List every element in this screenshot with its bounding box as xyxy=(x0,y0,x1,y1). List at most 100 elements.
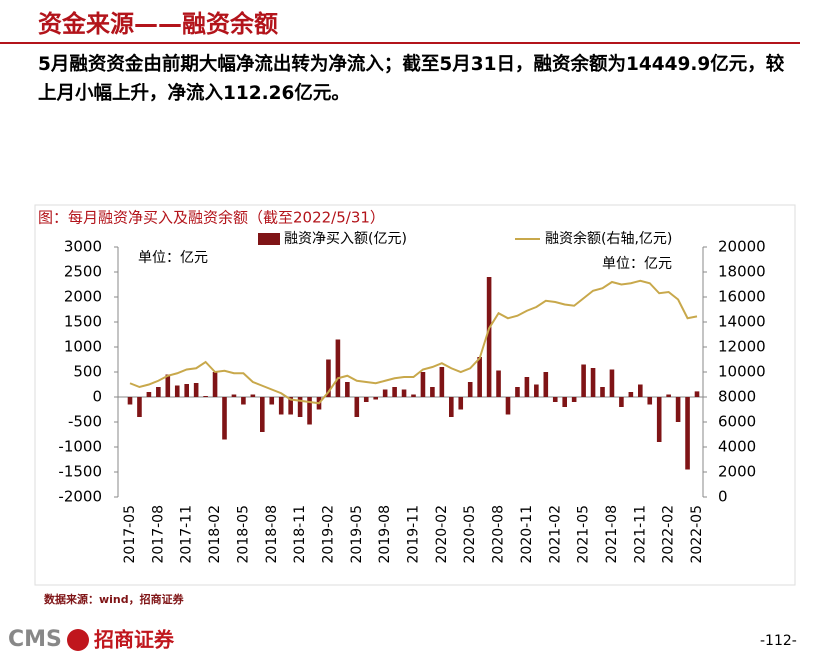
bar xyxy=(609,369,615,397)
x-tick-label: 2020-02 xyxy=(434,505,450,564)
bar xyxy=(619,397,624,407)
bar xyxy=(562,397,567,407)
y2-tick-label: 2000 xyxy=(718,463,756,481)
y-unit: 单位：亿元 xyxy=(138,250,208,266)
bar xyxy=(260,397,265,432)
x-tick-label: 2019-02 xyxy=(320,505,336,564)
x-tick-label: 2017-11 xyxy=(179,505,195,564)
bar xyxy=(363,397,369,402)
bar xyxy=(127,397,133,405)
x-tick-label: 2021-11 xyxy=(632,505,648,564)
x-tick-label: 2021-02 xyxy=(547,505,563,564)
bar xyxy=(675,397,681,422)
x-tick-label: 2018-02 xyxy=(207,505,223,564)
brand-cn: 招商证券 xyxy=(94,628,175,652)
brand: CMS xyxy=(8,627,62,652)
bar xyxy=(335,339,341,397)
y2-tick-label: 12000 xyxy=(718,338,766,356)
y-tick-label: -2000 xyxy=(58,488,102,506)
bar xyxy=(647,397,653,405)
x-tick-label: 2018-11 xyxy=(292,505,308,564)
y-tick-label: 500 xyxy=(73,363,102,381)
x-tick-label: 2020-08 xyxy=(491,505,507,564)
bar xyxy=(193,383,199,397)
y2-tick-label: 14000 xyxy=(718,313,766,331)
chart-title: 图：每月融资净买入及融资余额（截至2022/5/31） xyxy=(38,209,385,227)
y-tick-label: 2000 xyxy=(64,288,102,306)
y-tick-label: 1500 xyxy=(64,313,102,331)
bar xyxy=(326,359,331,397)
bar xyxy=(165,374,171,397)
x-tick-label: 2019-11 xyxy=(406,505,422,564)
bar xyxy=(600,387,605,397)
x-tick-label: 2022-02 xyxy=(661,505,677,564)
y2-tick-label: 20000 xyxy=(718,238,766,256)
y-tick-label: -500 xyxy=(68,413,102,431)
bar xyxy=(411,394,416,397)
bar xyxy=(212,372,218,397)
y-tick-label: -1500 xyxy=(58,463,102,481)
bar xyxy=(297,397,303,417)
bar xyxy=(373,397,378,400)
bar xyxy=(354,397,360,417)
bar xyxy=(467,382,473,397)
bar xyxy=(581,364,586,397)
bar xyxy=(638,384,643,397)
y2-tick-label: 16000 xyxy=(718,288,766,306)
y2-unit: 单位：亿元 xyxy=(602,256,672,272)
bar xyxy=(534,384,539,397)
y-tick-label: 1000 xyxy=(64,338,102,356)
bar xyxy=(552,397,558,402)
y2-tick-label: 18000 xyxy=(718,263,766,281)
bar xyxy=(401,389,407,397)
x-tick-label: 2021-05 xyxy=(576,505,592,564)
bar xyxy=(458,397,464,410)
bar xyxy=(694,391,700,397)
title-rule xyxy=(0,42,800,44)
bar xyxy=(543,372,549,397)
x-tick-label: 2020-05 xyxy=(462,505,478,564)
legend-label: 融资净买入额(亿元) xyxy=(284,231,407,247)
line xyxy=(129,279,698,405)
bar xyxy=(307,397,312,425)
bar xyxy=(496,370,501,397)
bar xyxy=(486,277,492,397)
y2-tick-label: 8000 xyxy=(718,388,756,406)
bar xyxy=(477,357,482,397)
bar xyxy=(382,389,388,397)
page-number: -112- xyxy=(760,633,797,649)
bar xyxy=(156,387,161,397)
bar xyxy=(241,397,246,405)
bar xyxy=(392,387,397,397)
bar xyxy=(571,397,577,402)
y-tick-label: 2500 xyxy=(64,263,102,281)
logo xyxy=(67,629,89,651)
bar xyxy=(666,394,671,397)
x-tick-label: 2020-11 xyxy=(519,505,535,564)
bar xyxy=(628,392,634,397)
slide-title: 资金来源——融资余额 xyxy=(38,10,278,38)
summary: 5月融资资金由前期大幅净流出转为净流入；截至5月31日，融资余额为14449.9… xyxy=(38,54,785,104)
y-tick-label: -1000 xyxy=(58,438,102,456)
bar xyxy=(439,367,445,397)
bar xyxy=(203,396,208,397)
legend-label: 融资余额(右轴,亿元) xyxy=(545,230,672,247)
bar xyxy=(524,377,530,397)
bar xyxy=(505,397,511,415)
y2-tick-label: 6000 xyxy=(718,413,756,431)
y2-tick-label: 0 xyxy=(718,488,728,506)
bar xyxy=(231,394,237,397)
bar xyxy=(278,397,284,415)
bar xyxy=(269,397,275,405)
bar xyxy=(174,385,180,397)
legend-swatch xyxy=(258,233,280,245)
x-tick-label: 2021-08 xyxy=(604,505,620,564)
bar xyxy=(420,372,426,397)
bar xyxy=(288,397,293,415)
bar xyxy=(590,368,596,397)
bar xyxy=(685,397,690,470)
x-tick-label: 2018-08 xyxy=(264,505,280,564)
bar xyxy=(656,397,662,442)
